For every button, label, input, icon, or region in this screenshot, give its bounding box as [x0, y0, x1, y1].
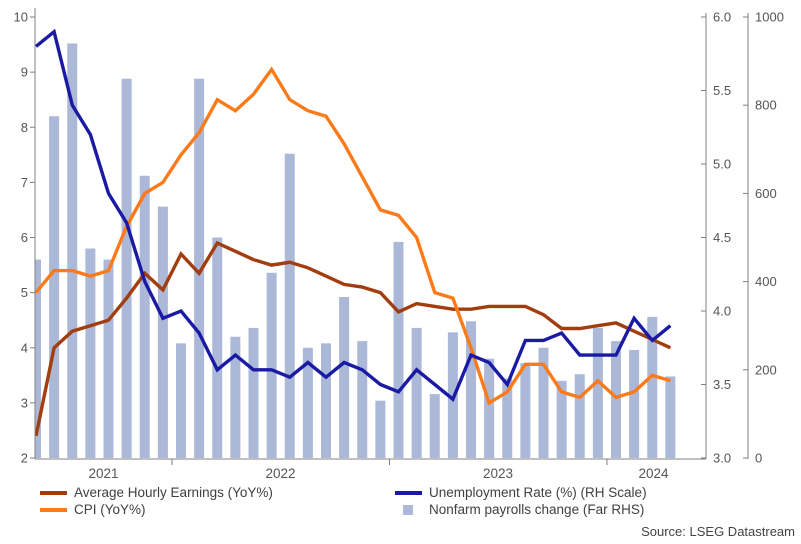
- payroll-bar: [375, 400, 386, 458]
- legend: Average Hourly Earnings (YoY%) CPI (YoY%…: [40, 484, 790, 518]
- year-label: 2023: [483, 466, 513, 481]
- payroll-bar: [339, 297, 350, 458]
- payroll-bar: [176, 343, 186, 458]
- legend-item-cpi: CPI (YoY%): [40, 501, 395, 518]
- tick-label: 4.0: [713, 304, 731, 319]
- payroll-bar: [266, 272, 277, 458]
- year-label: 2024: [638, 466, 669, 481]
- tick-label: 600: [755, 186, 777, 201]
- payroll-bar: [665, 376, 676, 458]
- payroll-bar: [284, 153, 295, 458]
- payroll-bar: [556, 380, 567, 458]
- tick-label: 5.0: [713, 157, 731, 172]
- payroll-bar: [629, 349, 640, 458]
- legend-label-payrolls: Nonfarm payrolls change (Far RHS): [429, 502, 645, 517]
- tick-label: 6: [21, 230, 28, 245]
- tick-label: 800: [755, 98, 777, 113]
- left-axis-ticks: 10 9 8 7 6 5 4 3 2: [14, 10, 35, 466]
- year-label: 2022: [265, 466, 295, 481]
- far-right-axis-ticks: 1000 800 600 400 200 0: [743, 10, 784, 466]
- tick-label: 1000: [755, 10, 784, 25]
- tick-label: 400: [755, 274, 777, 289]
- payroll-bar: [592, 327, 603, 458]
- payrolls-inflation-chart: 10 9 8 7 6 5 4 3 2 6.0 5.5 5.0 4.5 4.0 3.5 3.0 1000 800 60…: [14, 8, 784, 481]
- payroll-bar: [357, 341, 368, 458]
- payroll-bar: [194, 78, 205, 459]
- payroll-bar: [538, 347, 549, 458]
- payroll-bar: [484, 358, 495, 458]
- cpi-line-swatch: [40, 507, 67, 512]
- tick-label: 3.0: [713, 451, 731, 466]
- tick-label: 3: [21, 395, 28, 410]
- payroll-bar: [248, 327, 259, 458]
- payroll-bar: [647, 316, 658, 458]
- payroll-bar: [429, 394, 440, 458]
- payroll-bar: [103, 259, 114, 458]
- payroll-bar: [520, 363, 531, 458]
- payroll-bar: [321, 343, 331, 458]
- year-label: 2021: [88, 466, 118, 481]
- tick-label: 8: [21, 120, 28, 135]
- payroll-bar: [212, 237, 223, 458]
- x-axis-years: 2021 2022 2023 2024: [88, 459, 669, 481]
- tick-label: 3.5: [713, 377, 731, 392]
- tick-label: 2: [21, 451, 28, 466]
- legend-label-cpi: CPI (YoY%): [74, 502, 146, 517]
- right-axis-ticks: 6.0 5.5 5.0 4.5 4.0 3.5 3.0: [701, 10, 731, 466]
- legend-column-left: Average Hourly Earnings (YoY%) CPI (YoY%…: [40, 484, 395, 518]
- tick-label: 5.5: [713, 83, 731, 98]
- payroll-bar: [230, 336, 241, 458]
- tick-label: 4: [21, 340, 28, 355]
- payroll-bar: [502, 378, 513, 458]
- payroll-bar: [574, 374, 585, 458]
- tick-label: 9: [21, 65, 28, 80]
- payroll-bar: [466, 321, 476, 458]
- legend-label-ahe: Average Hourly Earnings (YoY%): [74, 485, 273, 500]
- ahe-line-swatch: [40, 490, 67, 495]
- payroll-bar: [49, 116, 60, 458]
- payroll-bar: [85, 248, 96, 458]
- tick-label: 4.5: [713, 230, 731, 245]
- tick-label: 7: [21, 175, 28, 190]
- tick-label: 200: [755, 362, 777, 377]
- payrolls-bars: [35, 43, 676, 459]
- unemployment-line-swatch: [395, 490, 422, 495]
- payroll-bar: [139, 175, 150, 458]
- legend-item-avg-hourly-earnings: Average Hourly Earnings (YoY%): [40, 484, 395, 501]
- legend-item-unemployment: Unemployment Rate (%) (RH Scale): [395, 484, 755, 501]
- legend-column-right: Unemployment Rate (%) (RH Scale) Nonfarm…: [395, 484, 755, 518]
- payroll-bar: [411, 327, 422, 458]
- legend-item-nonfarm-payrolls: Nonfarm payrolls change (Far RHS): [395, 501, 755, 518]
- tick-label: 6.0: [713, 10, 731, 25]
- payrolls-bar-swatch: [403, 504, 413, 515]
- payroll-bar: [157, 206, 168, 458]
- tick-label: 10: [14, 10, 28, 25]
- unemployment-line: [34, 28, 672, 402]
- tick-label: 5: [21, 285, 28, 300]
- payroll-bar: [302, 347, 313, 458]
- payroll-bar: [67, 43, 78, 459]
- tick-label: 0: [755, 451, 762, 466]
- source-credit: Source: LSEG Datastream: [641, 524, 795, 539]
- payroll-bar: [121, 78, 132, 459]
- payroll-bar: [611, 341, 621, 458]
- cpi-line: [34, 66, 671, 406]
- payroll-bar: [35, 259, 41, 458]
- payroll-bar: [393, 241, 404, 458]
- legend-label-unemployment: Unemployment Rate (%) (RH Scale): [429, 485, 647, 500]
